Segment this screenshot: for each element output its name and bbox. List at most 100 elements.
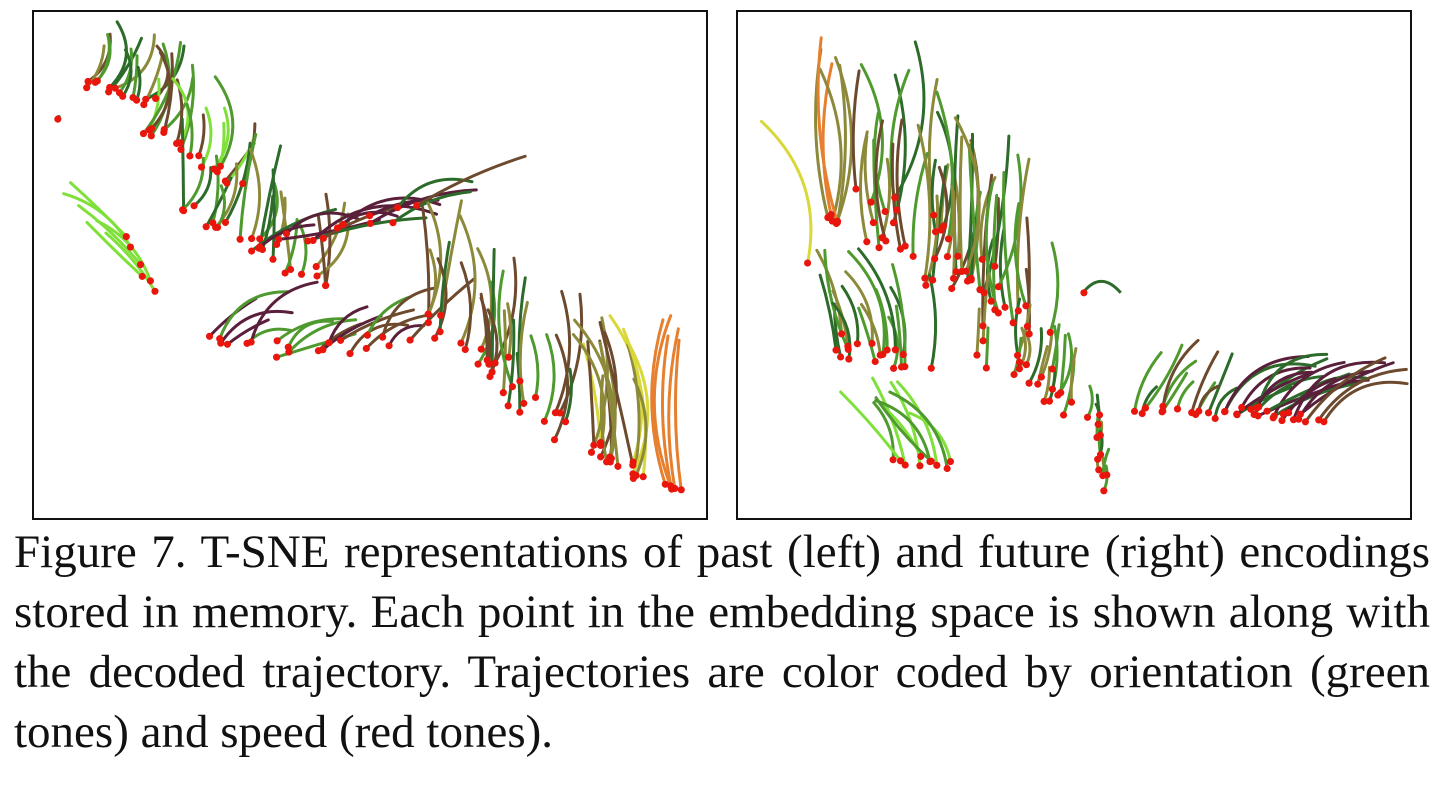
- embedding-point: [190, 202, 198, 210]
- embedding-point: [531, 393, 540, 402]
- trajectory-line: [933, 165, 949, 261]
- embedding-point: [504, 402, 512, 410]
- embedding-point: [146, 277, 154, 285]
- embedding-point: [1320, 418, 1328, 426]
- trajectory-line: [529, 334, 540, 399]
- embedding-point: [491, 359, 499, 367]
- trajectory-line: [387, 324, 426, 348]
- embedding-point: [1045, 397, 1054, 405]
- embedding-point: [1093, 433, 1101, 442]
- trajectory-line: [1292, 360, 1387, 422]
- embedding-point: [896, 245, 905, 253]
- trajectory-line: [1161, 338, 1200, 413]
- trajectory-line: [927, 273, 938, 370]
- embedding-point: [1080, 289, 1088, 297]
- embedding-point: [336, 336, 345, 344]
- trajectory-line: [823, 248, 850, 351]
- embedding-point: [379, 333, 387, 341]
- embedding-point: [214, 223, 222, 231]
- trajectory-line: [427, 248, 438, 316]
- embedding-point: [1238, 403, 1246, 412]
- trajectory-line: [863, 134, 875, 225]
- embedding-point: [248, 235, 256, 243]
- embedding-point: [916, 462, 924, 470]
- embedding-point: [223, 340, 232, 348]
- embedding-point: [366, 219, 374, 228]
- embedding-point: [139, 129, 148, 138]
- embedding-point: [319, 346, 327, 354]
- trajectory-group: [62, 20, 683, 492]
- trajectory-line: [586, 340, 596, 447]
- embedding-point: [133, 96, 141, 104]
- embedding-point: [325, 339, 333, 347]
- trajectory-line: [248, 147, 262, 241]
- trajectory-line: [1207, 352, 1234, 415]
- embedding-point: [587, 448, 596, 456]
- embedding-point: [973, 351, 981, 359]
- embedding-point: [922, 281, 930, 289]
- trajectory-line: [1249, 357, 1329, 411]
- embedding-point: [436, 328, 444, 336]
- embedding-point: [319, 234, 327, 242]
- embedding-point: [1022, 302, 1030, 310]
- trajectory-line: [1297, 369, 1375, 421]
- trajectory-line: [364, 313, 434, 350]
- embedding-point: [281, 269, 289, 277]
- embedding-point: [122, 233, 130, 241]
- embedding-point: [639, 473, 647, 481]
- trajectory-line: [935, 90, 955, 241]
- embedding-point: [313, 272, 321, 280]
- embedding-point: [177, 145, 185, 153]
- embedding-point: [1173, 405, 1182, 413]
- trajectory-line: [911, 151, 929, 258]
- embedding-point: [939, 222, 948, 230]
- embedding-point: [1083, 413, 1092, 421]
- embedding-point: [677, 486, 685, 494]
- trajectory-line: [316, 214, 328, 288]
- embedding-point: [255, 244, 263, 252]
- embedding-point: [236, 235, 244, 243]
- trajectory-line: [930, 158, 938, 234]
- embedding-point: [632, 471, 640, 480]
- embedding-point: [1221, 408, 1229, 416]
- embedding-point: [273, 337, 281, 345]
- embedding-point: [844, 345, 852, 354]
- embedding-point: [304, 237, 312, 245]
- embedding-point: [994, 283, 1003, 291]
- embedding-point: [505, 353, 513, 361]
- embedding-point: [339, 220, 347, 228]
- embedding-point: [901, 363, 909, 371]
- embedding-point: [389, 219, 397, 227]
- embedding-point: [83, 84, 91, 92]
- embedding-point: [111, 84, 119, 92]
- embedding-point: [520, 399, 528, 407]
- embedding-point: [1301, 418, 1310, 426]
- embedding-point: [1204, 409, 1213, 417]
- trajectory-line: [1322, 380, 1409, 424]
- embedding-point: [91, 78, 99, 86]
- embedding-point: [474, 360, 482, 368]
- embedding-point: [927, 457, 935, 465]
- embedding-point: [151, 94, 160, 102]
- embedding-point: [804, 259, 812, 267]
- embedding-point: [1001, 303, 1009, 311]
- trajectory-line: [542, 333, 556, 423]
- embedding-point: [896, 457, 905, 465]
- trajectory-line: [1143, 343, 1184, 410]
- embedding-point: [954, 252, 962, 260]
- embedding-point: [883, 346, 891, 354]
- embedding-point: [393, 203, 402, 212]
- trajectory-line: [421, 205, 431, 325]
- trajectory-line: [816, 36, 839, 224]
- embedding-point: [1095, 411, 1104, 419]
- trajectory-line: [506, 302, 513, 359]
- embedding-point: [875, 244, 883, 252]
- embedding-point: [272, 353, 281, 361]
- embedding-point: [431, 334, 439, 342]
- embedding-point: [909, 252, 917, 260]
- trajectory-line: [493, 256, 518, 365]
- embedding-point: [1009, 319, 1017, 327]
- embedding-point: [1285, 409, 1293, 417]
- embedding-point: [424, 310, 433, 319]
- embedding-point: [1095, 466, 1103, 474]
